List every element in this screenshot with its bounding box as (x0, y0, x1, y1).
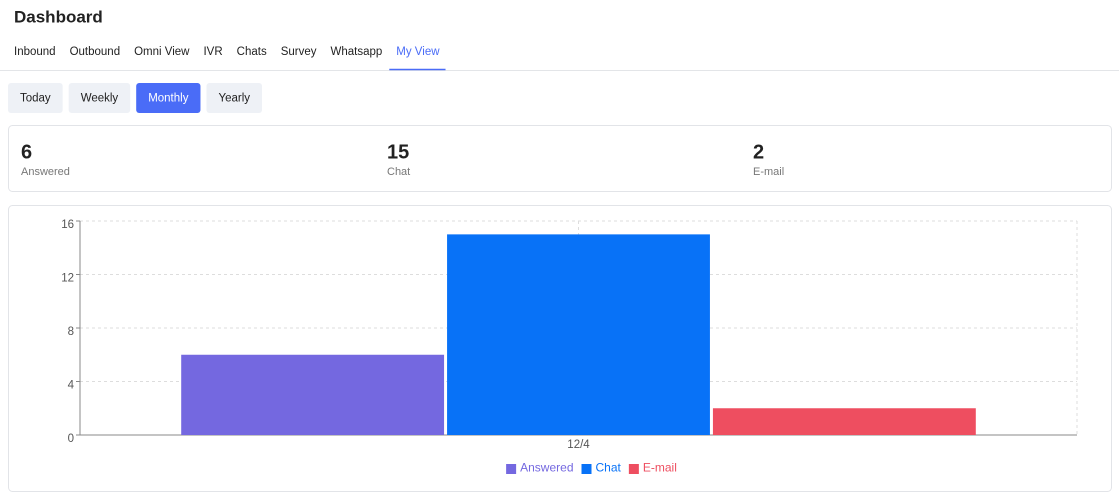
nav-tab[interactable]: Outbound (70, 46, 121, 58)
y-tick-label: 0 (68, 433, 74, 445)
period-button[interactable] (136, 83, 201, 113)
y-tick-label: 12 (61, 273, 74, 285)
x-tick-label: 12/4 (567, 439, 590, 451)
period-button-label[interactable]: Weekly (81, 93, 119, 105)
y-tick-label: 4 (68, 380, 75, 392)
period-button[interactable] (68, 83, 131, 113)
stat-label: Chat (387, 166, 410, 178)
stats-card (8, 125, 1112, 192)
period-button-label[interactable]: Monthly (148, 93, 189, 105)
legend-label: Chat (596, 461, 622, 475)
stat-value: 15 (387, 141, 409, 163)
nav-tab[interactable]: My View (396, 46, 440, 58)
stat-value: 2 (753, 141, 764, 163)
nav-tab[interactable]: Whatsapp (331, 46, 383, 58)
nav-tab[interactable]: Survey (281, 46, 317, 58)
stat-label: Answered (21, 166, 70, 178)
bar (181, 354, 445, 435)
nav-tab[interactable]: Inbound (14, 46, 56, 58)
y-tick-label: 8 (68, 326, 74, 338)
stat-value: 6 (21, 141, 32, 163)
period-button-label[interactable]: Yearly (218, 93, 250, 105)
nav-tab[interactable]: Chats (237, 46, 267, 58)
legend-swatch (506, 464, 517, 474)
legend-swatch (628, 464, 639, 474)
y-tick-label: 16 (61, 219, 74, 231)
legend-label: Answered (520, 461, 573, 475)
period-button-label[interactable]: Today (20, 93, 51, 105)
stat-label: E-mail (753, 166, 784, 178)
page-title: Dashboard (14, 7, 103, 26)
nav-tab[interactable]: IVR (203, 46, 222, 58)
period-button[interactable] (8, 83, 63, 113)
bar (712, 408, 976, 435)
bar (447, 234, 710, 435)
legend-label: E-mail (643, 461, 677, 475)
legend-swatch (581, 464, 592, 474)
period-button[interactable] (206, 83, 263, 113)
nav-tab[interactable]: Omni View (134, 46, 190, 58)
